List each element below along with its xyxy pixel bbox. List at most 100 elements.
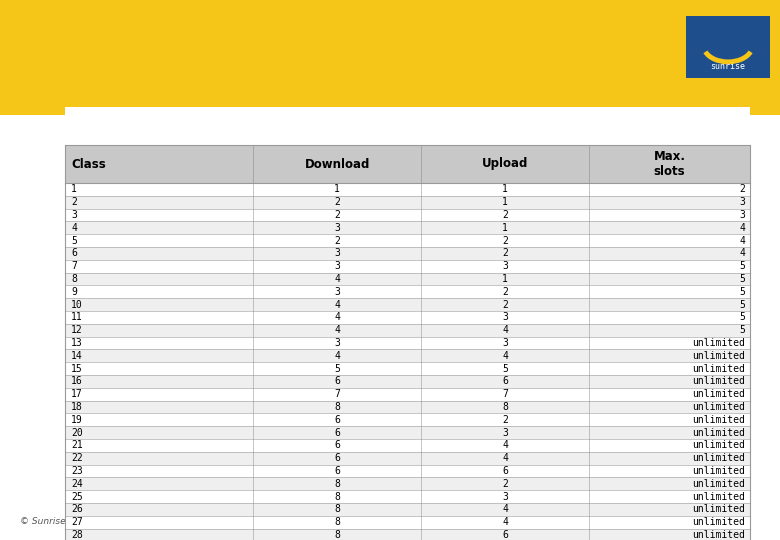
- Text: unlimited: unlimited: [692, 389, 745, 399]
- Text: sunrise: sunrise: [711, 62, 746, 71]
- Text: 28: 28: [71, 530, 83, 540]
- Bar: [65, 107, 750, 516]
- Text: 25: 25: [71, 491, 83, 502]
- Text: 6: 6: [335, 428, 340, 437]
- Text: 2: 2: [335, 197, 340, 207]
- Text: 3: 3: [335, 261, 340, 271]
- Text: 6: 6: [335, 453, 340, 463]
- Text: 6: 6: [502, 466, 508, 476]
- Text: 2: 2: [335, 210, 340, 220]
- Text: 3: 3: [502, 313, 508, 322]
- Text: 4: 4: [71, 223, 77, 233]
- Text: 8: 8: [335, 479, 340, 489]
- Text: unlimited: unlimited: [692, 453, 745, 463]
- Text: 6: 6: [71, 248, 77, 259]
- Text: 1: 1: [502, 274, 508, 284]
- Text: unlimited: unlimited: [692, 428, 745, 437]
- Text: unlimited: unlimited: [692, 530, 745, 540]
- Text: 8: 8: [335, 402, 340, 412]
- Text: 1: 1: [71, 184, 77, 194]
- Text: 4: 4: [739, 235, 745, 246]
- Text: 3: 3: [502, 491, 508, 502]
- Text: 3: 3: [335, 287, 340, 297]
- Text: 5: 5: [71, 235, 77, 246]
- Text: 24: 24: [71, 479, 83, 489]
- Bar: [65, 426, 750, 439]
- Text: unlimited: unlimited: [692, 363, 745, 374]
- Bar: [65, 234, 750, 247]
- Text: 19: 19: [71, 415, 83, 425]
- Text: 5: 5: [739, 300, 745, 309]
- Bar: [65, 324, 750, 336]
- Bar: [65, 311, 750, 324]
- Text: © Sunrise: © Sunrise: [20, 517, 66, 526]
- Text: 4: 4: [502, 453, 508, 463]
- Text: 5: 5: [739, 261, 745, 271]
- Text: 23: 23: [71, 466, 83, 476]
- Text: 5: 5: [739, 313, 745, 322]
- Text: 5: 5: [739, 325, 745, 335]
- Text: 16: 16: [71, 376, 83, 387]
- Text: 4: 4: [502, 504, 508, 515]
- Text: 3: 3: [739, 210, 745, 220]
- Text: Class: Class: [71, 158, 106, 171]
- Text: unlimited: unlimited: [692, 441, 745, 450]
- Text: unlimited: unlimited: [692, 491, 745, 502]
- Text: 8: 8: [335, 504, 340, 515]
- Text: 27: 27: [71, 517, 83, 527]
- Text: 4: 4: [335, 274, 340, 284]
- Text: 4: 4: [502, 441, 508, 450]
- Text: 6: 6: [335, 415, 340, 425]
- Bar: [65, 388, 750, 401]
- Bar: [65, 286, 750, 298]
- Text: 1: 1: [502, 223, 508, 233]
- Text: 12: 12: [71, 325, 83, 335]
- Text: 7: 7: [335, 389, 340, 399]
- Text: 10: 10: [71, 300, 83, 309]
- Text: unlimited: unlimited: [692, 376, 745, 387]
- Bar: [65, 298, 750, 311]
- Text: 18: 18: [71, 402, 83, 412]
- Bar: [65, 439, 750, 452]
- Bar: [65, 260, 750, 273]
- Text: 2: 2: [502, 248, 508, 259]
- Text: unlimited: unlimited: [692, 517, 745, 527]
- Text: 2: 2: [739, 184, 745, 194]
- Text: 11: 11: [71, 313, 83, 322]
- Bar: [65, 349, 750, 362]
- Bar: [65, 490, 750, 503]
- Text: 2: 2: [502, 210, 508, 220]
- Text: 4: 4: [739, 223, 745, 233]
- Text: 4: 4: [335, 325, 340, 335]
- Text: 14: 14: [71, 351, 83, 361]
- Text: Download: Download: [305, 158, 370, 171]
- Text: 9: 9: [71, 287, 77, 297]
- Text: 21: 21: [71, 441, 83, 450]
- Text: 2: 2: [502, 415, 508, 425]
- Text: unlimited: unlimited: [692, 402, 745, 412]
- Text: 3: 3: [502, 338, 508, 348]
- Text: 8: 8: [71, 274, 77, 284]
- Text: 3: 3: [71, 210, 77, 220]
- Text: 15: 15: [71, 363, 83, 374]
- Text: GPRS Mobile Station  “Multislot Classes”: GPRS Mobile Station “Multislot Classes”: [65, 96, 676, 122]
- Text: 5: 5: [739, 274, 745, 284]
- Text: 2: 2: [71, 197, 77, 207]
- Text: unlimited: unlimited: [692, 479, 745, 489]
- Bar: [65, 196, 750, 208]
- Text: 4: 4: [502, 517, 508, 527]
- Bar: [65, 375, 750, 388]
- Text: 4: 4: [502, 351, 508, 361]
- Text: unlimited: unlimited: [692, 466, 745, 476]
- Text: 8: 8: [335, 517, 340, 527]
- Text: Max.
slots: Max. slots: [654, 150, 686, 178]
- Text: 3: 3: [335, 248, 340, 259]
- Text: 4: 4: [335, 351, 340, 361]
- Text: 6: 6: [335, 441, 340, 450]
- Text: 13: 13: [71, 338, 83, 348]
- Bar: [65, 336, 750, 349]
- Text: 20: 20: [71, 428, 83, 437]
- Text: 3: 3: [502, 261, 508, 271]
- Text: 1: 1: [502, 197, 508, 207]
- Text: 4: 4: [335, 300, 340, 309]
